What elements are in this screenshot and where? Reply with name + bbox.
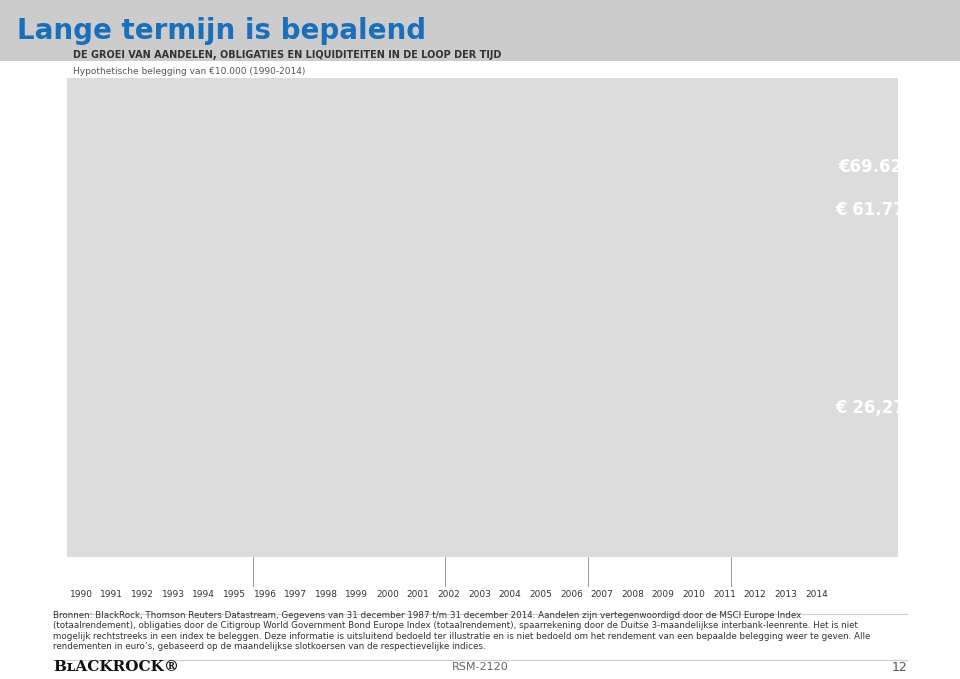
Text: 1994: 1994 bbox=[192, 591, 215, 600]
Text: 1993: 1993 bbox=[161, 591, 184, 600]
Text: DE GROEI VAN AANDELEN, OBLIGATIES EN LIQUIDITEITEN IN DE LOOP DER TIJD: DE GROEI VAN AANDELEN, OBLIGATIES EN LIQ… bbox=[73, 50, 501, 60]
Text: 2009: 2009 bbox=[652, 591, 675, 600]
Text: 2014: 2014 bbox=[805, 591, 828, 600]
Text: 2011: 2011 bbox=[713, 591, 736, 600]
Text: 2006: 2006 bbox=[560, 591, 583, 600]
Text: 2001: 2001 bbox=[407, 591, 430, 600]
Text: 1996: 1996 bbox=[253, 591, 276, 600]
Text: MSCI Europe geannualiseerd
5-jaars rendement 1990-1994: 7,7%: MSCI Europe geannualiseerd 5-jaars rende… bbox=[89, 561, 228, 581]
Text: 1992: 1992 bbox=[131, 591, 154, 600]
Text: 1998: 1998 bbox=[315, 591, 338, 600]
Text: 2010-2014: 9,6%: 2010-2014: 9,6% bbox=[699, 566, 764, 576]
Text: 2005: 2005 bbox=[529, 591, 552, 600]
Text: 2000: 2000 bbox=[376, 591, 399, 600]
Text: 2002: 2002 bbox=[438, 591, 460, 600]
Text: 1990: 1990 bbox=[70, 591, 93, 600]
Text: RSM-2120: RSM-2120 bbox=[451, 663, 509, 672]
Text: Hypothetische belegging van €10.000 (1990-2014): Hypothetische belegging van €10.000 (199… bbox=[73, 67, 305, 76]
Text: 1995: 1995 bbox=[223, 591, 246, 600]
Text: Lange termijn is bepalend: Lange termijn is bepalend bbox=[17, 16, 426, 45]
Text: 2010: 2010 bbox=[683, 591, 706, 600]
Text: - €40.000: - €40.000 bbox=[836, 327, 879, 336]
Text: - €60.000: - €60.000 bbox=[836, 216, 879, 225]
Text: 2003: 2003 bbox=[468, 591, 491, 600]
Text: €69.621: €69.621 bbox=[838, 158, 914, 176]
Text: 2004: 2004 bbox=[498, 591, 521, 600]
Text: 2013: 2013 bbox=[775, 591, 797, 600]
Text: € 61.772: € 61.772 bbox=[835, 202, 917, 219]
Text: €10.000: €10.000 bbox=[73, 486, 110, 495]
Text: 2005-2009: 3,4%: 2005-2009: 3,4% bbox=[566, 566, 633, 576]
Text: 2007: 2007 bbox=[590, 591, 613, 600]
Text: 2008: 2008 bbox=[621, 591, 644, 600]
Text: 1991: 1991 bbox=[101, 591, 123, 600]
Text: BʟACKROCK®: BʟACKROCK® bbox=[53, 661, 179, 674]
Text: - €20.000: - €20.000 bbox=[836, 438, 879, 447]
Text: 2000-2004: -5,5%: 2000-2004: -5,5% bbox=[441, 566, 510, 576]
Text: 12: 12 bbox=[892, 661, 907, 674]
Text: 2012: 2012 bbox=[744, 591, 766, 600]
Text: 1997: 1997 bbox=[284, 591, 307, 600]
Text: € 26,270: € 26,270 bbox=[835, 399, 917, 416]
Text: Bronnen: BlackRock, Thomson Reuters Datastream, Gegevens van 31 december 1987 t/: Bronnen: BlackRock, Thomson Reuters Data… bbox=[53, 611, 870, 651]
Text: 1999: 1999 bbox=[346, 591, 369, 600]
Text: 1995-1999: 27,9%: 1995-1999: 27,9% bbox=[285, 566, 356, 576]
Text: - €80.000: - €80.000 bbox=[836, 105, 879, 114]
